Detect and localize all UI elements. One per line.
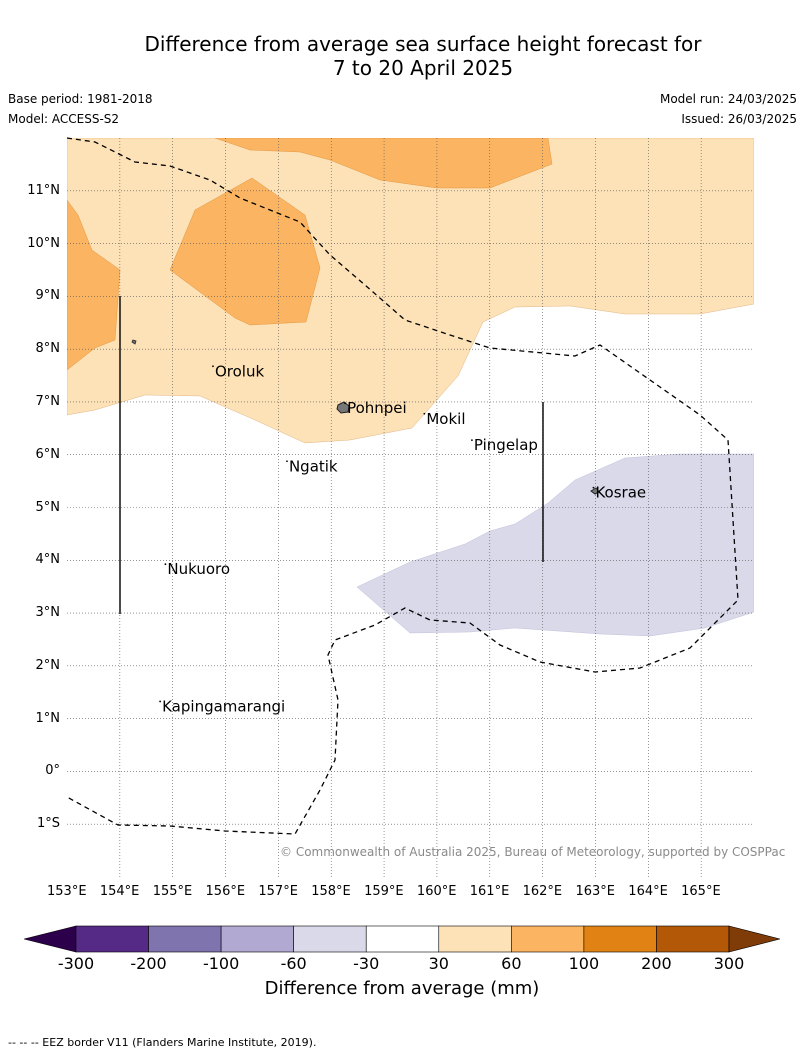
anomaly-region-60-100-west [67, 199, 121, 371]
forecast-map: Oroluk Pohnpei Mokil Pingelap Ngatik Kosrae Nu… [66, 137, 754, 877]
latitude-label: 11°N [27, 182, 60, 198]
place-marker [344, 402, 346, 405]
place-marker [159, 700, 162, 703]
longitude-label: 155°E [152, 884, 193, 899]
colorbar-tick-label: -60 [280, 954, 307, 973]
latitude-label: 1°N [35, 710, 61, 726]
latitude-label: 8°N [35, 341, 61, 357]
place-marker [286, 460, 288, 463]
colorbar-segment [511, 925, 585, 953]
longitude-label: 156°E [205, 884, 246, 899]
longitude-label: 157°E [258, 884, 298, 899]
longitude-label: 153°E [47, 884, 87, 899]
anomaly-region-neg-60-neg-30 [356, 453, 754, 637]
colorbar-tick-label: -200 [130, 954, 167, 973]
islands [131, 339, 600, 495]
latitude-label: 10°N [27, 235, 60, 251]
latitude-label: 1°S [36, 816, 60, 832]
longitude-label: 160°E [416, 884, 457, 899]
longitude-label: 163°E [575, 884, 615, 899]
latitude-label: 7°N [35, 393, 61, 409]
place-labels: Oroluk Pohnpei Mokil Pingelap Ngatik Kosrae Nu… [159, 362, 646, 715]
eez-border-north [66, 137, 739, 835]
colorbar-segment [583, 925, 657, 953]
place-marker [212, 365, 214, 368]
title-line-1: Difference from average sea surface heig… [144, 32, 702, 56]
colorbar-segment [148, 925, 222, 953]
latitude-label: 4°N [35, 552, 61, 568]
colorbar-tick-label: 300 [713, 954, 745, 973]
place-marker [592, 486, 595, 489]
place-label: Mokil [426, 410, 465, 428]
place-label: Ngatik [289, 457, 338, 475]
place-marker [423, 412, 426, 415]
longitude-label: 159°E [364, 884, 404, 899]
colorbar-segment [656, 925, 730, 953]
latitude-label: 0° [45, 763, 60, 779]
place-label: Kosrae [595, 484, 646, 502]
map-title: Difference from average sea surface heig… [0, 32, 804, 80]
model-label: Model: ACCESS-S2 [8, 112, 120, 126]
colorbar-title: Difference from average (mm) [264, 978, 540, 999]
colorbar-segment [293, 925, 367, 953]
latitude-label: 6°N [35, 446, 61, 462]
colorbar-tick-label: -30 [353, 954, 380, 973]
latitude-label: 9°N [35, 288, 61, 304]
copyright-notice: © Commonwealth of Australia 2025, Bureau… [280, 845, 786, 859]
colorbar-segment [220, 925, 294, 953]
place-marker [164, 563, 167, 566]
issued-date: Issued: 26/03/2025 [681, 112, 797, 126]
colorbar-under-arrow [23, 925, 77, 953]
latitude-label: 5°N [35, 499, 61, 515]
colorbar-tick-label: 200 [641, 954, 672, 973]
longitude-label: 164°E [628, 884, 668, 899]
model-run: Model run: 24/03/2025 [659, 92, 797, 106]
longitude-label: 154°E [99, 884, 140, 899]
colorbar-tick-label: 100 [568, 954, 600, 973]
kosrae-island [590, 487, 600, 495]
base-period: Base period: 1981-2018 [8, 92, 153, 106]
eez-footnote: -- -- -- EEZ border V11 (Flanders Marine… [8, 1036, 317, 1049]
place-marker [471, 439, 473, 442]
colorbar-over-arrow [728, 925, 781, 953]
colorbar-segment [365, 925, 440, 953]
place-label: Pohnpei [347, 399, 407, 417]
colorbar-tick-label: 30 [428, 954, 449, 973]
place-label: Oroluk [215, 362, 264, 380]
colorbar-segment [75, 925, 149, 953]
place-label: Nukuoro [167, 560, 230, 578]
latitude-label: 3°N [35, 605, 61, 621]
longitude-label: 165°E [681, 884, 721, 899]
title-line-2: 7 to 20 April 2025 [332, 56, 514, 80]
longitude-label: 158°E [311, 884, 351, 899]
colorbar-segment [438, 925, 512, 953]
place-label: Pingelap [474, 436, 538, 454]
colorbar-tick-label: -100 [202, 954, 240, 973]
small-island [131, 339, 137, 345]
pohnpei-island [336, 401, 350, 414]
place-label: Kapingamarangi [162, 697, 285, 715]
colorbar [23, 925, 781, 953]
anomaly-region-60-100-north [214, 138, 553, 189]
latitude-label: 2°N [35, 657, 61, 673]
longitude-label: 161°E [469, 884, 510, 899]
longitude-label: 162°E [522, 884, 563, 899]
colorbar-tick-label: 60 [501, 954, 522, 973]
colorbar-tick-label: -300 [57, 954, 95, 973]
eez-border [66, 137, 739, 835]
